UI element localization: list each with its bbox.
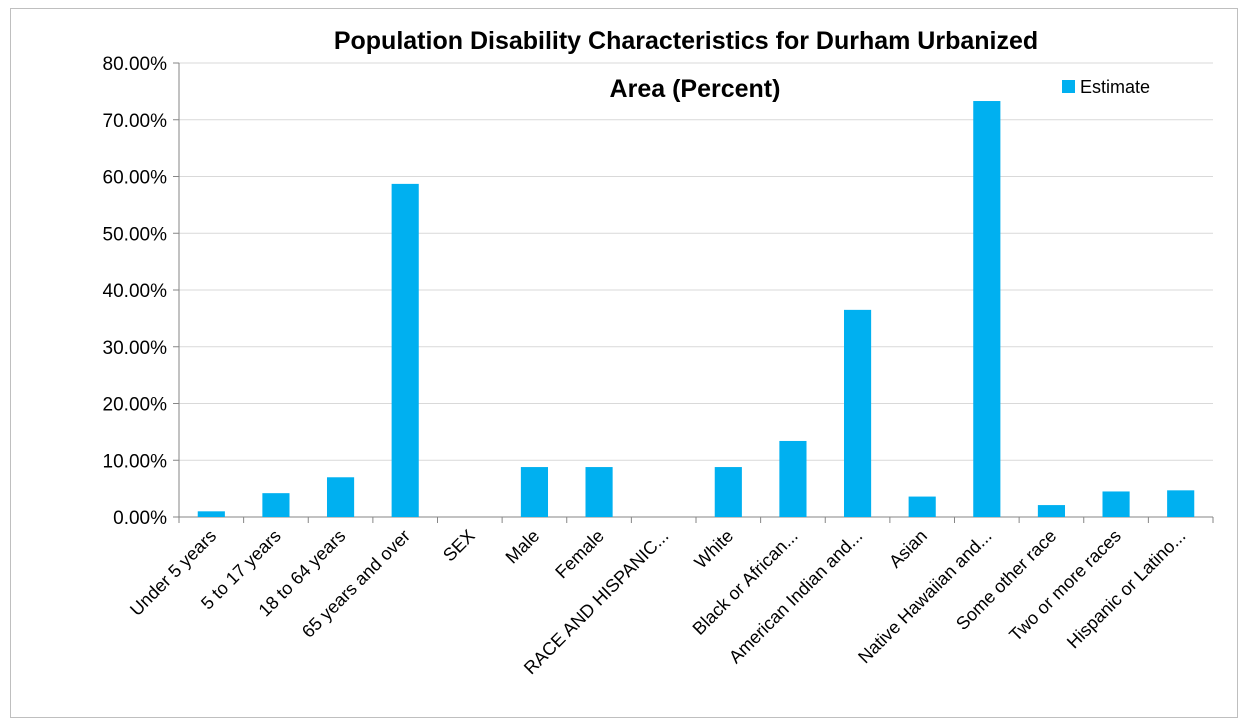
bar: [520, 467, 549, 517]
bar: [1102, 491, 1130, 517]
bar: [326, 477, 355, 517]
x-tick-label: Two or more races: [1005, 526, 1125, 646]
y-tick-label: 0.00%: [113, 508, 167, 529]
bars: [197, 101, 1195, 518]
y-tick-label: 40.00%: [103, 281, 168, 302]
bar: [908, 496, 936, 517]
y-tick-label: 60.00%: [103, 168, 168, 189]
y-tick-label: 20.00%: [103, 395, 168, 416]
x-tick-label: SEX: [439, 526, 479, 566]
bar: [843, 309, 872, 517]
x-tick-label: Male: [502, 526, 544, 568]
x-tick-label: White: [690, 526, 737, 573]
y-tick-label: 70.00%: [103, 111, 168, 132]
chart-title-line-1: Population Disability Characteristics fo…: [334, 27, 1038, 55]
legend-swatch: [1062, 80, 1075, 93]
y-tick-labels: 0.00% 10.00% 20.00% 30.00% 40.00% 50.00% 60.00…: [103, 54, 168, 529]
bar: [1167, 490, 1195, 517]
x-tick-label: American Indian and...: [725, 526, 866, 667]
bar: [197, 511, 225, 517]
chart-title-line-2: Area (Percent): [610, 75, 781, 103]
bar: [391, 183, 419, 517]
y-tick-label: 80.00%: [103, 54, 168, 75]
y-tick-label: 30.00%: [103, 338, 168, 359]
bar-chart: 0.00% 10.00% 20.00% 30.00% 40.00% 50.00% 60.00…: [103, 27, 1214, 679]
legend: Estimate: [1062, 77, 1150, 97]
y-tick-label: 50.00%: [103, 224, 168, 245]
x-tick-label: Female: [551, 526, 608, 583]
bar: [585, 467, 613, 517]
axes: [173, 62, 1214, 523]
bar: [973, 101, 1001, 518]
legend-label: Estimate: [1080, 77, 1150, 97]
bar: [1037, 505, 1066, 517]
bar: [714, 467, 742, 517]
bar: [262, 493, 290, 517]
x-tick-label: 65 years and over: [298, 526, 414, 642]
gridlines: [179, 62, 1213, 461]
bar: [779, 440, 807, 517]
x-tick-label: Hispanic or Latino...: [1063, 526, 1190, 653]
x-tick-label: Asian: [885, 526, 931, 572]
y-tick-label: 10.00%: [103, 451, 168, 472]
chart-frame: 0.00% 10.00% 20.00% 30.00% 40.00% 50.00% 60.00…: [10, 8, 1238, 718]
